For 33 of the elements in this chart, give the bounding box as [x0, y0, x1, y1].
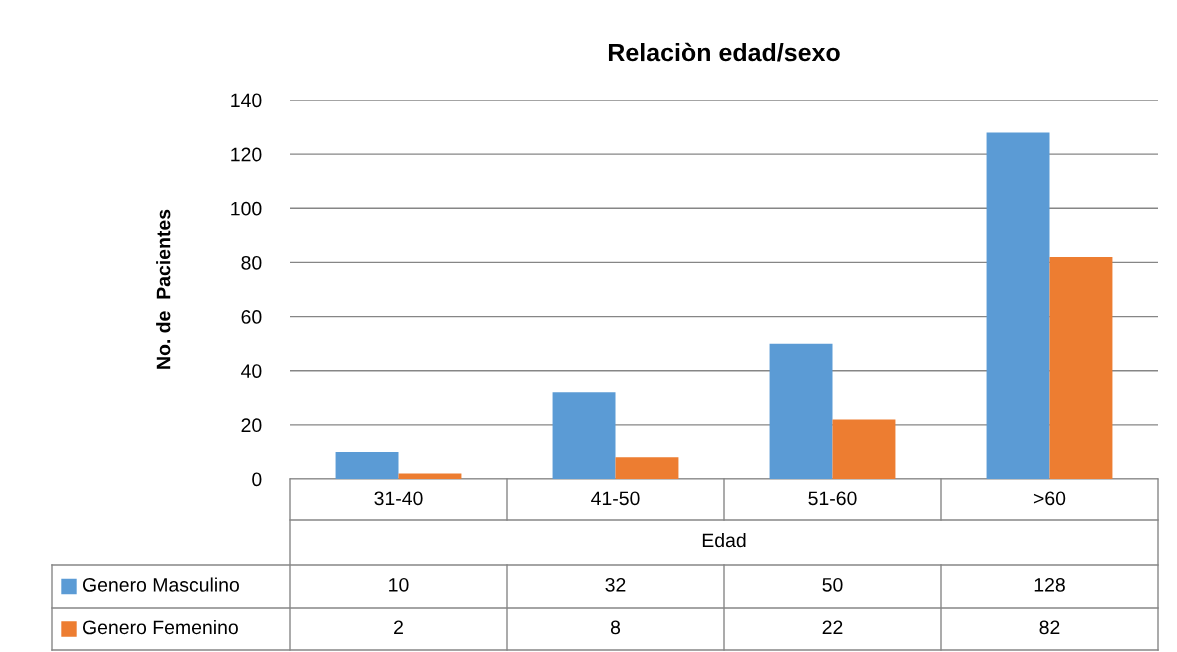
bar — [986, 132, 1050, 479]
y-tick-label: 20 — [241, 418, 262, 433]
y-tick-label: 80 — [241, 255, 262, 270]
bar — [552, 392, 616, 479]
x-tick-label: >60 — [1033, 491, 1066, 506]
data-label: 22 — [822, 620, 843, 635]
data-label: 32 — [605, 577, 626, 592]
bar — [615, 457, 679, 479]
y-tick-label: 140 — [231, 93, 262, 108]
bar — [398, 473, 462, 479]
legend-label: Genero Femenino — [82, 619, 238, 635]
x-tick-label: 31-40 — [374, 491, 423, 506]
bar — [1049, 257, 1113, 479]
data-label: 2 — [394, 620, 403, 635]
bar — [769, 343, 833, 479]
bar — [335, 451, 399, 479]
y-tick-label: 0 — [252, 472, 262, 487]
x-axis-title: Edad — [702, 532, 746, 548]
bar — [832, 419, 896, 479]
y-tick-label: 120 — [231, 147, 262, 162]
x-tick-label: 51-60 — [808, 491, 857, 506]
legend-label: Genero Masculino — [82, 577, 239, 592]
data-label: 82 — [1039, 620, 1060, 635]
chart-title: Relaciòn edad/sexo — [608, 42, 840, 62]
data-label: 50 — [822, 577, 843, 592]
y-tick-label: 40 — [241, 364, 262, 378]
x-tick-label: 41-50 — [591, 491, 640, 506]
data-label: 8 — [610, 620, 621, 635]
y-axis-title: No. de Pacientes — [156, 209, 171, 369]
data-label: 128 — [1034, 577, 1065, 592]
y-tick-label: 100 — [231, 201, 262, 216]
y-tick-label: 60 — [241, 310, 262, 324]
data-label: 10 — [389, 577, 409, 592]
